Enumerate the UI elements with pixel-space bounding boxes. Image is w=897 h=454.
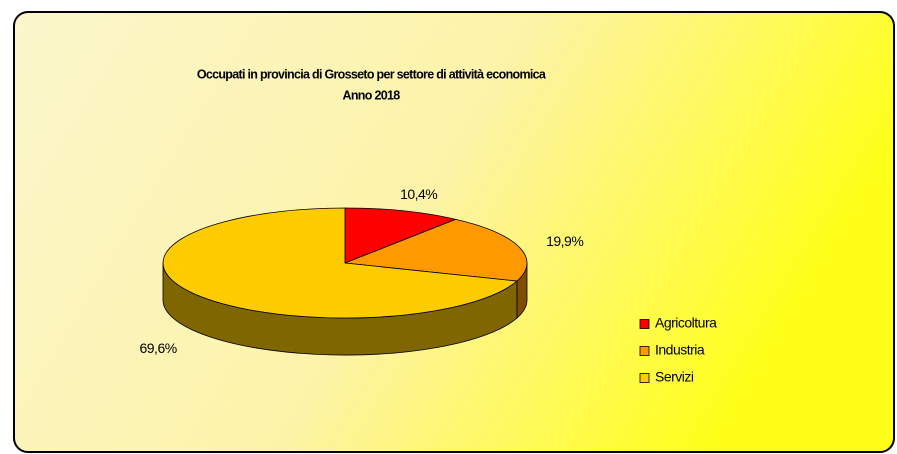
slice-top — [344, 207, 458, 264]
legend-swatch — [639, 373, 650, 383]
legend-label: Agricoltura — [655, 315, 717, 331]
legend-swatch — [639, 319, 650, 329]
data-label: 19,9% — [546, 233, 583, 249]
pie-slice — [162, 207, 518, 356]
slice-top — [344, 218, 528, 282]
legend-label: Industria — [655, 342, 705, 358]
legend-swatch — [639, 346, 650, 356]
pie-slice — [344, 207, 458, 264]
legend-label: Servizi — [655, 369, 694, 385]
slice-top — [162, 207, 518, 319]
pie-slice — [344, 218, 528, 319]
data-label: 69,6% — [139, 340, 176, 356]
chart-title: Occupati in provincia di Grosseto per se… — [197, 67, 547, 81]
chart-subtitle: Anno 2018 — [343, 88, 401, 102]
data-label: 10,4% — [400, 186, 437, 202]
